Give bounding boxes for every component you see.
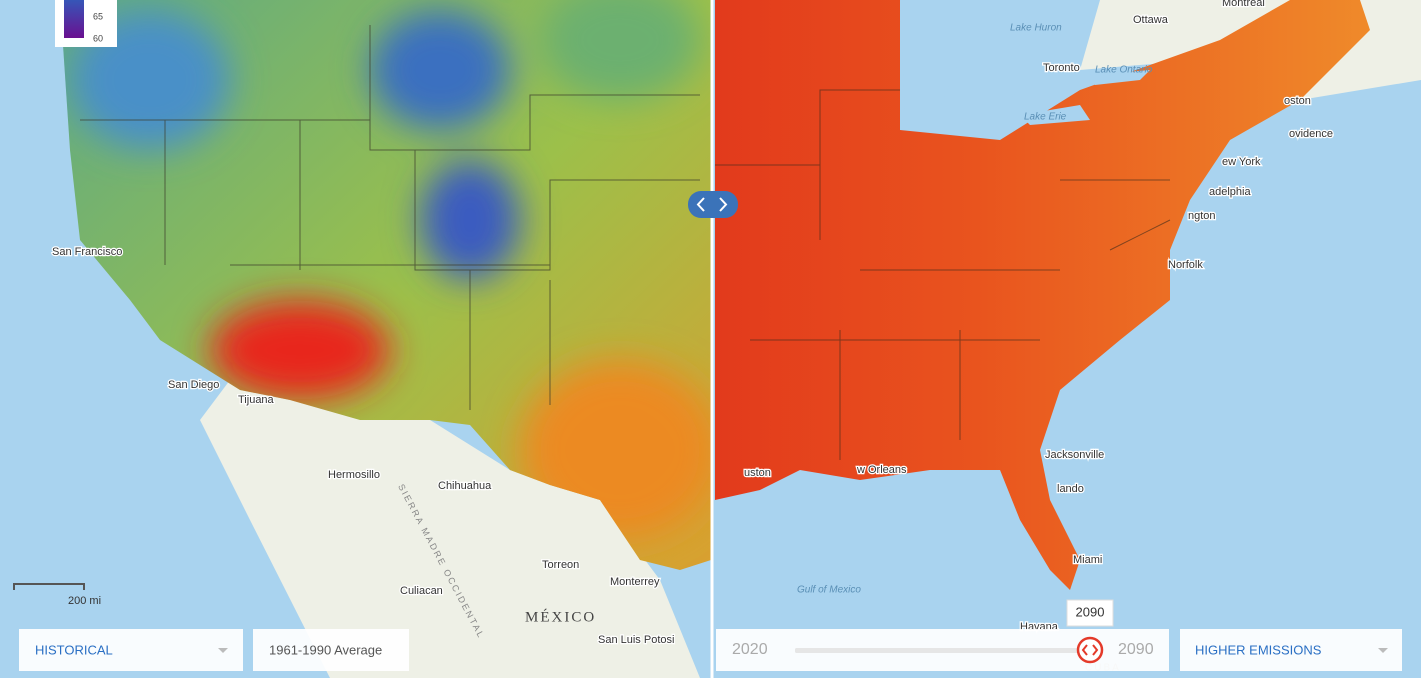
place-label: San Diego xyxy=(168,379,219,391)
place-label: San Francisco xyxy=(52,246,122,258)
period-text: 1961-1990 Average xyxy=(269,642,382,657)
place-label: Chihuahua xyxy=(438,480,492,492)
right-map xyxy=(715,0,1421,590)
slider-tooltip xyxy=(1066,599,1114,627)
legend-label: 65 xyxy=(93,11,103,21)
legend-label: 60 xyxy=(93,33,103,43)
place-label: Monterrey xyxy=(610,576,660,588)
place-label: uston xyxy=(744,467,771,479)
scenario-text: HISTORICAL xyxy=(35,642,113,657)
projection-layer xyxy=(715,0,1370,590)
swipe-handle[interactable] xyxy=(688,191,738,218)
place-label: Lake Erie xyxy=(1024,112,1067,123)
mexico-land xyxy=(200,380,700,678)
legend: 65 60 xyxy=(55,0,117,47)
place-label: ovidence xyxy=(1289,128,1333,140)
place-label: Torreon xyxy=(542,559,579,571)
left-controls: HISTORICAL 1961-1990 Average xyxy=(19,629,409,671)
dropdown-arrow xyxy=(218,648,228,653)
place-label: Lake Huron xyxy=(1010,23,1062,34)
place-label: Toronto xyxy=(1043,62,1080,74)
slider-min: 2020 xyxy=(732,641,768,658)
swipe-button[interactable] xyxy=(688,191,738,218)
scale-line xyxy=(13,583,85,590)
slider-tooltip-text: 2090 xyxy=(1076,604,1105,619)
place-label: MÉXICO xyxy=(525,608,596,625)
place-label: Jacksonville xyxy=(1045,449,1104,461)
scale-label: 200 mi xyxy=(68,595,101,607)
place-label: ngton xyxy=(1188,210,1216,222)
swipe-arrows xyxy=(696,197,728,212)
place-label: adelphia xyxy=(1209,186,1251,198)
place-label: oston xyxy=(1284,95,1311,107)
great-lakes xyxy=(900,0,1150,130)
place-label: ew York xyxy=(1222,156,1261,168)
legend-bar xyxy=(64,0,84,38)
scenario-text: HIGHER EMISSIONS xyxy=(1195,642,1322,657)
slider-fill xyxy=(795,648,1090,653)
scale-bar: 200 mi xyxy=(13,583,101,607)
place-label: Lake Ontario xyxy=(1095,65,1153,76)
place-label: Gulf of Mexico xyxy=(797,585,861,596)
dropdown-arrow xyxy=(1378,648,1388,653)
place-label: Hermosillo xyxy=(328,469,380,481)
place-label: Ottawa xyxy=(1133,14,1169,26)
place-label: San Luis Potosi xyxy=(598,634,674,646)
place-label: w Orleans xyxy=(856,464,907,476)
place-label: Culiacan xyxy=(400,585,443,597)
slider-handle[interactable] xyxy=(1076,636,1104,664)
place-label: Tijuana xyxy=(238,394,275,406)
place-label: Montreal xyxy=(1222,0,1265,9)
slider-max: 2090 xyxy=(1118,641,1154,658)
period-box xyxy=(253,629,409,671)
scenario-dropdown[interactable] xyxy=(1180,629,1402,671)
place-label: lando xyxy=(1057,483,1084,495)
right-controls: 2020 2090 HIGHER EMISSIONS 2090 xyxy=(716,599,1402,671)
scenario-dropdown[interactable] xyxy=(19,629,243,671)
place-label: Norfolk xyxy=(1168,259,1203,271)
place-label: Miami xyxy=(1073,554,1102,566)
slider-handle-icon xyxy=(1081,644,1099,656)
